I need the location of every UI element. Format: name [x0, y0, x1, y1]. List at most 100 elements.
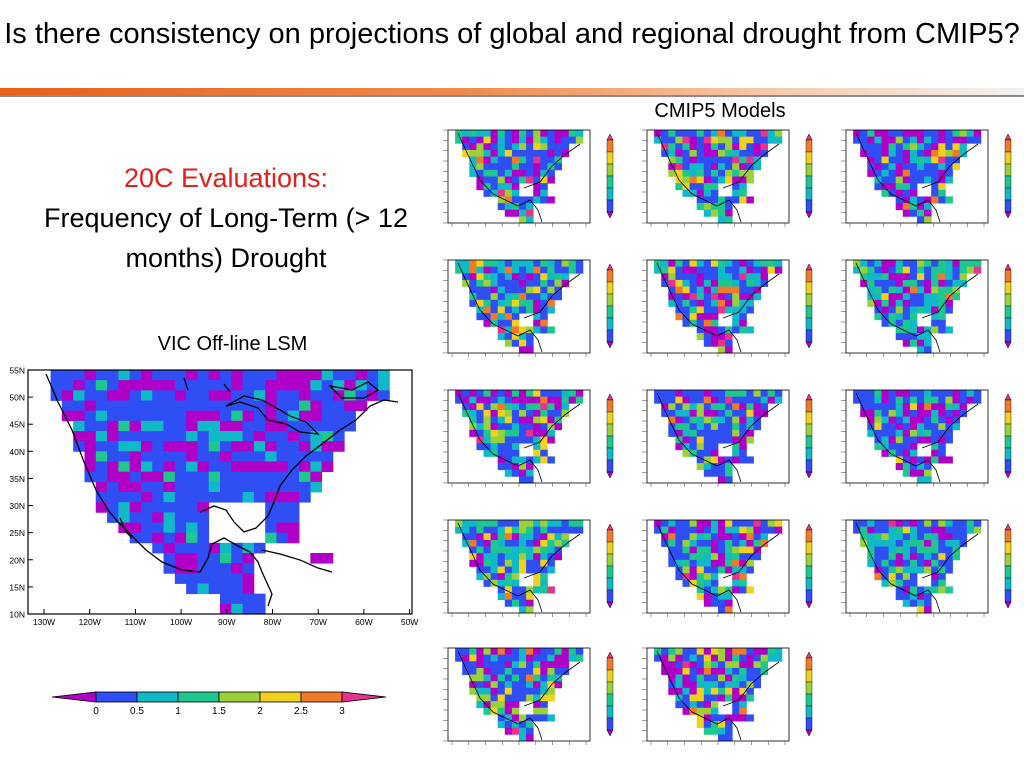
model-cell	[917, 586, 925, 594]
vic-map-cell	[310, 553, 323, 564]
vic-map-cell	[299, 431, 311, 442]
model-cell	[739, 319, 747, 327]
model-cell	[938, 409, 946, 417]
cmip5-model-panel	[841, 519, 1012, 617]
vic-map-cell	[208, 553, 221, 564]
vic-map-cell	[242, 431, 255, 442]
model-cell	[739, 707, 747, 715]
vic-map-cell	[197, 390, 210, 401]
vic-map-cell	[287, 380, 300, 391]
vic-map-cell	[231, 603, 243, 615]
model-cell	[490, 169, 499, 177]
model-cell	[540, 539, 548, 547]
model-cell	[540, 648, 548, 656]
model-colorbar-box	[606, 541, 614, 555]
model-cell	[526, 593, 534, 601]
model-cell	[533, 273, 541, 281]
colorbar-box	[259, 691, 302, 703]
model-cell	[504, 286, 513, 294]
model-cell	[909, 456, 918, 464]
model-cell	[547, 687, 555, 695]
model-cell	[511, 436, 520, 444]
model-cell	[519, 209, 527, 217]
model-cell	[952, 143, 960, 151]
model-cell	[924, 136, 932, 144]
vic-map-cell	[107, 410, 119, 422]
model-cell	[533, 163, 541, 171]
model-cell	[675, 130, 683, 138]
model-cell	[725, 734, 733, 742]
model-colorbar-box	[805, 435, 813, 449]
model-cell	[682, 694, 690, 702]
model-cell	[874, 183, 882, 191]
model-cell	[703, 409, 712, 417]
model-cell	[739, 443, 747, 451]
model-cell	[682, 707, 690, 715]
model-cell	[710, 648, 719, 656]
vic-map-cell	[174, 420, 187, 432]
model-cell	[476, 526, 484, 534]
vic-map-cell	[107, 390, 119, 401]
model-cell	[725, 721, 733, 729]
colorbar-box	[136, 691, 179, 703]
model-cell	[917, 606, 925, 614]
model-cell	[469, 546, 477, 554]
model-cell	[853, 390, 861, 398]
model-cell	[490, 409, 499, 417]
lon-tick-label: 90W	[218, 617, 235, 627]
model-cell	[540, 681, 548, 689]
model-cell	[725, 687, 733, 695]
model-cell	[504, 721, 513, 729]
vic-map-cell	[231, 380, 243, 391]
model-cell	[533, 648, 541, 656]
model-cell	[952, 260, 960, 268]
model-cell	[917, 339, 925, 347]
model-cell	[511, 566, 520, 574]
model-cell	[710, 136, 719, 144]
model-cell	[497, 333, 506, 341]
model-cell	[739, 183, 747, 191]
vic-map-cell	[186, 390, 198, 401]
model-cell	[476, 566, 484, 574]
model-cell	[703, 143, 712, 151]
model-cell	[760, 260, 769, 268]
model-cell	[490, 279, 499, 287]
model-cell	[760, 130, 769, 138]
vic-map-cell	[73, 400, 85, 412]
model-cell	[696, 423, 705, 431]
model-cell	[689, 396, 698, 404]
model-cell	[497, 266, 506, 274]
model-cell	[504, 423, 513, 431]
model-cell	[732, 553, 740, 561]
model-cell	[753, 273, 761, 281]
vic-map-cell	[152, 451, 164, 462]
model-cell	[511, 396, 520, 404]
model-cell	[526, 423, 534, 431]
model-cell	[504, 526, 513, 534]
model-cell	[725, 727, 733, 735]
vic-map-cell	[332, 380, 345, 391]
model-cell	[561, 273, 570, 281]
model-cell	[746, 176, 754, 184]
model-coastline	[523, 661, 581, 707]
vic-map-cell	[208, 380, 221, 391]
model-cell	[888, 279, 897, 287]
model-cell	[689, 390, 698, 398]
model-cell	[945, 526, 953, 534]
model-cell	[469, 416, 477, 424]
model-cell	[483, 279, 491, 287]
model-cell	[703, 333, 712, 341]
vic-map-cell	[152, 420, 164, 432]
model-cell	[483, 403, 491, 411]
model-cell	[924, 396, 932, 404]
model-cell	[909, 573, 918, 581]
model-cell	[483, 573, 491, 581]
model-cell	[909, 149, 918, 157]
model-cell	[710, 169, 719, 177]
vic-map-cell	[107, 370, 119, 381]
model-cell	[902, 553, 911, 561]
model-cell	[867, 163, 875, 171]
model-cell	[867, 266, 875, 274]
model-cell	[526, 520, 534, 528]
model-cell	[696, 319, 705, 327]
